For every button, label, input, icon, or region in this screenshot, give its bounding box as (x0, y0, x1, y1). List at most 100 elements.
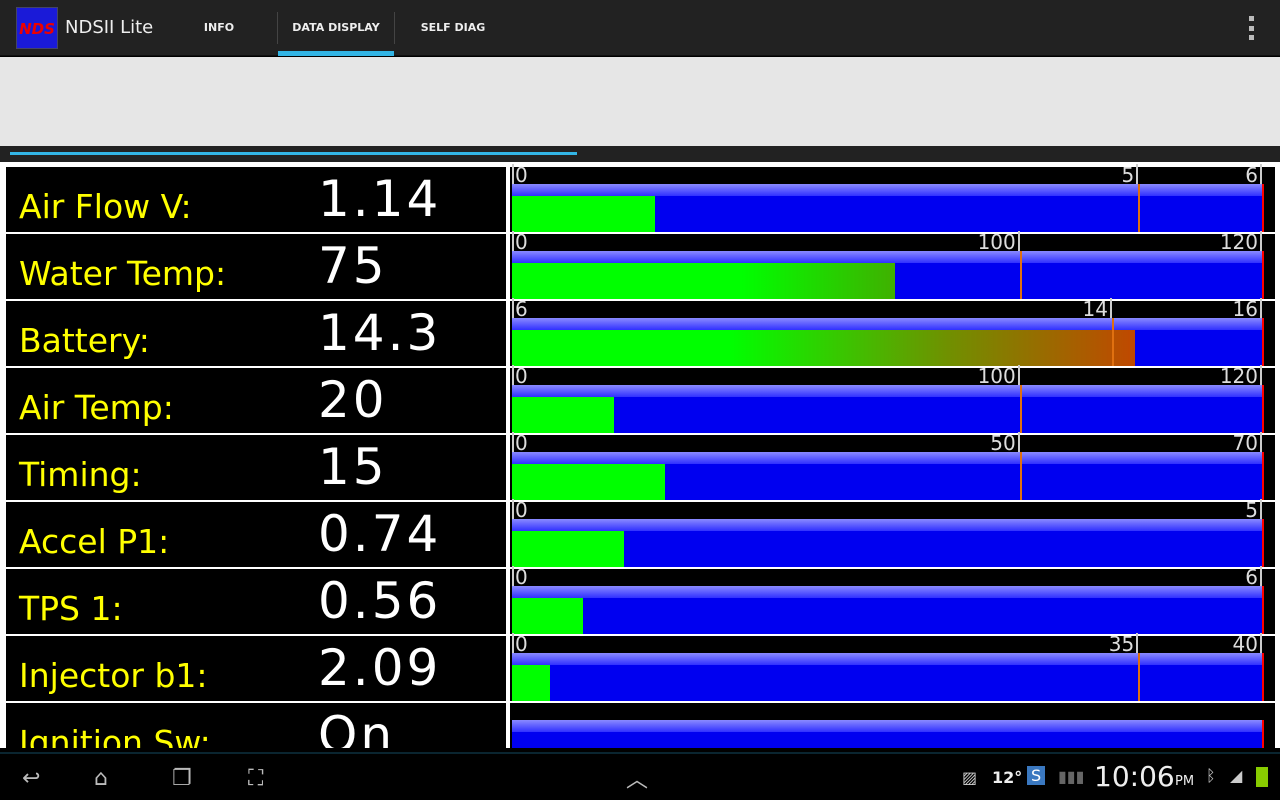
action-bar: NDS NDSII Lite INFO DATA DISPLAY SELF DI… (0, 0, 1280, 56)
row-label-panel: Air Flow V: 1.14 (6, 167, 506, 232)
clock-time: 10:06 (1094, 760, 1175, 793)
param-label: TPS 1: (19, 589, 123, 628)
progress-strip (0, 146, 1280, 162)
battery-icon (1256, 767, 1268, 787)
chevron-up-icon[interactable]: ︿ (626, 768, 649, 793)
back-icon[interactable]: ↩ (22, 766, 41, 791)
gauge-min-label: 0 (512, 633, 530, 655)
row-label-panel: Air Temp: 20 (6, 368, 506, 433)
param-value: 0.56 (318, 572, 442, 630)
tab-divider (277, 12, 278, 44)
param-value: 14.3 (318, 304, 442, 362)
app-title: NDSII Lite (65, 17, 154, 38)
gauge-threshold-marker (1019, 452, 1022, 500)
clock-ampm: PM (1175, 774, 1195, 789)
row-label-panel: Ignition Sw: On (6, 703, 506, 748)
gauge-fill (512, 464, 665, 500)
row-label-panel: Water Temp: 75 (6, 234, 506, 299)
param-label: Ignition Sw: (19, 723, 211, 748)
gauge-fill (512, 531, 624, 567)
gauge-max-marker (1262, 318, 1264, 366)
weather-temp: 12° (992, 768, 1023, 787)
gauge-tick-label: 35 (1109, 633, 1139, 655)
gauge-max-marker (1262, 452, 1264, 500)
gauge-highlight (512, 720, 1262, 732)
gauge-fill (512, 397, 614, 433)
screenshot-icon[interactable]: ⛶ (248, 766, 264, 791)
data-row[interactable]: Air Temp: 20 0 100 120 (6, 365, 1275, 433)
gauge-bar (512, 452, 1264, 500)
gauge-highlight (512, 184, 1262, 196)
s-app-icon: S (1027, 766, 1046, 785)
param-value: 20 (318, 371, 388, 429)
gauge-threshold-marker (1019, 251, 1022, 299)
gauge-bar (512, 251, 1264, 299)
gauge-threshold-marker (1112, 318, 1114, 366)
gauge-min-label: 0 (512, 365, 530, 387)
gauge-max-marker (1262, 385, 1264, 433)
gauge-tick-label: 5 (1245, 499, 1262, 521)
signal-icon: ◢ (1230, 766, 1243, 785)
param-label: Timing: (19, 455, 142, 494)
gauge-max-marker (1262, 586, 1264, 634)
system-nav-bar: ↩ ⌂ ❐ ⛶ ︿ ▨ 12° S ▮▮▮ 10:06 PM ᛒ ◢ (0, 752, 1280, 800)
param-value: On (318, 706, 396, 748)
data-row[interactable]: Water Temp: 75 0 100 120 (6, 231, 1275, 299)
gauge-threshold-marker (1019, 385, 1022, 433)
param-label: Water Temp: (19, 254, 227, 293)
param-value: 2.09 (318, 639, 442, 697)
gauge-panel: 6 14 16 (510, 298, 1275, 366)
row-label-panel: Accel P1: 0.74 (6, 502, 506, 567)
gauge-max-marker (1262, 653, 1264, 701)
gauge-highlight (512, 586, 1262, 598)
gauge-bar (512, 519, 1264, 567)
gauge-max-marker (1262, 184, 1264, 232)
param-value: 15 (318, 438, 388, 496)
app-logo[interactable]: NDS (16, 7, 58, 49)
gallery-icon: ▨ (962, 768, 978, 787)
data-row[interactable]: Air Flow V: 1.14 0 5 6 (6, 164, 1275, 232)
gauge-max-marker (1262, 251, 1264, 299)
gauge-threshold-marker (1138, 184, 1141, 232)
gauge-tick-label: 100 (978, 231, 1020, 253)
data-row[interactable]: Timing: 15 0 50 70 (6, 432, 1275, 500)
row-label-panel: Injector b1: 2.09 (6, 636, 506, 701)
gauge-highlight (512, 653, 1262, 665)
data-row[interactable]: Ignition Sw: On (6, 703, 1275, 748)
data-row[interactable]: Injector b1: 2.09 0 35 40 (6, 633, 1275, 701)
gauge-panel: 0 35 40 (510, 633, 1275, 701)
gauge-bar (512, 385, 1264, 433)
overflow-menu-icon[interactable] (1248, 16, 1254, 40)
bluetooth-icon: ᛒ (1206, 766, 1216, 785)
home-icon[interactable]: ⌂ (94, 766, 108, 791)
gauge-highlight (512, 519, 1262, 531)
data-row[interactable]: Battery: 14.3 6 14 16 (6, 298, 1275, 366)
tab-data-display[interactable]: DATA DISPLAY (278, 0, 394, 56)
gauge-tick-label: 40 (1233, 633, 1262, 655)
gauge-tick-label: 100 (978, 365, 1020, 387)
row-label-panel: Timing: 15 (6, 435, 506, 500)
tab-info[interactable]: INFO (203, 21, 235, 34)
gauge-fill (512, 665, 550, 701)
gauge-max-marker (1262, 720, 1264, 748)
gauge-bar (512, 586, 1264, 634)
gauge-tick-label: 14 (1083, 298, 1112, 320)
gauge-bar (512, 653, 1264, 701)
gauge-min-label: 0 (512, 566, 530, 588)
row-label-panel: Battery: 14.3 (6, 301, 506, 366)
gauge-bar (512, 184, 1264, 232)
gauge-max-marker (1262, 519, 1264, 567)
gauge-panel (510, 703, 1275, 748)
param-label: Injector b1: (19, 656, 208, 695)
gauge-panel: 0 5 6 (510, 164, 1275, 232)
recent-apps-icon[interactable]: ❐ (172, 766, 192, 791)
gauge-min-label: 6 (512, 298, 530, 320)
param-label: Accel P1: (19, 522, 170, 561)
gauge-highlight (512, 318, 1262, 330)
gauge-bar (512, 720, 1264, 748)
tab-self-diag[interactable]: SELF DIAG (420, 21, 486, 34)
